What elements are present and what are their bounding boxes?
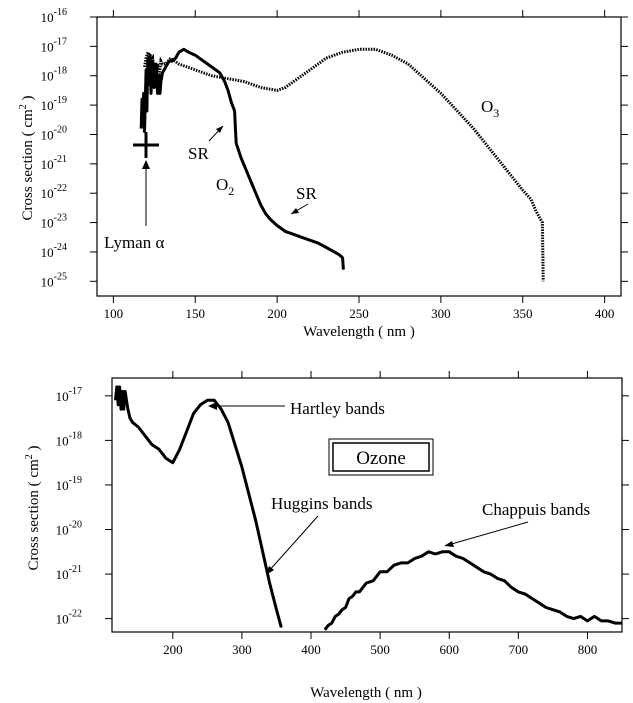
huggins-arrowhead [266, 566, 274, 575]
top-x-tick-label: 200 [267, 306, 287, 321]
top-x-axis-label: Wavelength ( nm ) [303, 324, 415, 340]
top-x-tick-label: 100 [104, 306, 124, 321]
o3-label: O3 [481, 97, 499, 120]
bottom-y-tick-label: 10-22 [56, 609, 82, 627]
bottom-y-tick-label: 10-17 [56, 386, 82, 404]
bottom-plot-frame [111, 377, 623, 633]
sr-arrowhead-1 [216, 126, 223, 133]
series-ozone-line [323, 550, 622, 631]
top-x-tick-label: 300 [431, 306, 451, 321]
bottom-y-tick-label: 10-21 [56, 564, 82, 582]
top-x-ticks: 100 150 200 250 300 350 400 [104, 10, 615, 321]
top-y-axis-label: Cross section ( cm2 ) [18, 96, 36, 221]
bottom-x-tick-label: 800 [578, 642, 598, 657]
hartley-arrowhead [208, 402, 217, 410]
bottom-y-tick-label: 10-18 [56, 430, 82, 448]
bottom-y-ticks: 10-17 10-18 10-19 10-20 10-21 10-22 [56, 386, 629, 627]
sr-label-1: SR [188, 144, 209, 163]
top-series-group [139, 47, 545, 282]
bottom-x-tick-label: 500 [370, 642, 390, 657]
lyman-label: Lyman α [104, 233, 164, 252]
top-y-tick-label: 10-23 [41, 213, 67, 231]
top-y-tick-label: 10-21 [41, 154, 67, 172]
top-x-tick-label: 400 [595, 306, 615, 321]
top-x-tick-label: 250 [349, 306, 369, 321]
bottom-y-tick-label: 10-20 [56, 520, 82, 538]
top-y-tick-label: 10-22 [41, 183, 67, 201]
bottom-y-tick-label: 10-19 [56, 475, 82, 493]
series-o3-line [143, 47, 545, 282]
top-y-tick-label: 10-19 [41, 95, 67, 113]
bottom-x-ticks: 200 300 400 500 600 700 800 [163, 371, 597, 657]
bottom-y-axis-label: Cross section ( cm2 ) [24, 446, 42, 571]
top-x-tick-label: 150 [186, 306, 206, 321]
bottom-x-tick-label: 200 [163, 642, 183, 657]
ozone-box-outer [328, 438, 434, 476]
bottom-x-tick-label: 700 [509, 642, 529, 657]
series-ozone-line [114, 385, 283, 628]
huggins-label: Huggins bands [271, 494, 373, 513]
bottom-series-group [114, 385, 622, 631]
huggins-arrow [267, 515, 319, 573]
chappuis-arrowhead [444, 541, 454, 547]
top-chart: 100 150 200 250 300 350 400 10-1610-1710-1810-… [18, 7, 628, 340]
o2-label: O2 [216, 175, 234, 198]
bottom-chart: 200 300 400 500 600 700 800 10-1710-1810-1910-… [24, 371, 629, 701]
top-y-tick-label: 10-16 [41, 7, 67, 25]
top-y-tick-label: 10-20 [41, 124, 67, 142]
top-y-tick-label: 10-24 [41, 242, 67, 260]
chappuis-label: Chappuis bands [482, 500, 590, 519]
top-y-tick-label: 10-17 [41, 36, 67, 54]
top-x-tick-label: 350 [513, 306, 533, 321]
bottom-x-axis-label: Wavelength ( nm ) [310, 685, 422, 701]
hartley-label: Hartley bands [290, 399, 385, 418]
sr-arrowhead-2 [291, 208, 299, 214]
bottom-x-tick-label: 300 [232, 642, 252, 657]
top-y-tick-label: 10-25 [41, 271, 67, 289]
series-o2-line [139, 47, 345, 270]
bottom-x-tick-label: 600 [439, 642, 459, 657]
bottom-x-tick-label: 400 [301, 642, 321, 657]
sr-label-2: SR [296, 184, 317, 203]
lyman-arrowhead [142, 160, 150, 169]
ozone-box-inner [332, 442, 430, 472]
chappuis-arrow [447, 521, 529, 546]
ozone-box-label: Ozone [356, 448, 406, 469]
top-y-ticks: 10-16 10-17 10-18 10-19 10-20 10-21 10-22 10-23… [41, 7, 628, 289]
top-y-tick-label: 10-18 [41, 66, 67, 84]
